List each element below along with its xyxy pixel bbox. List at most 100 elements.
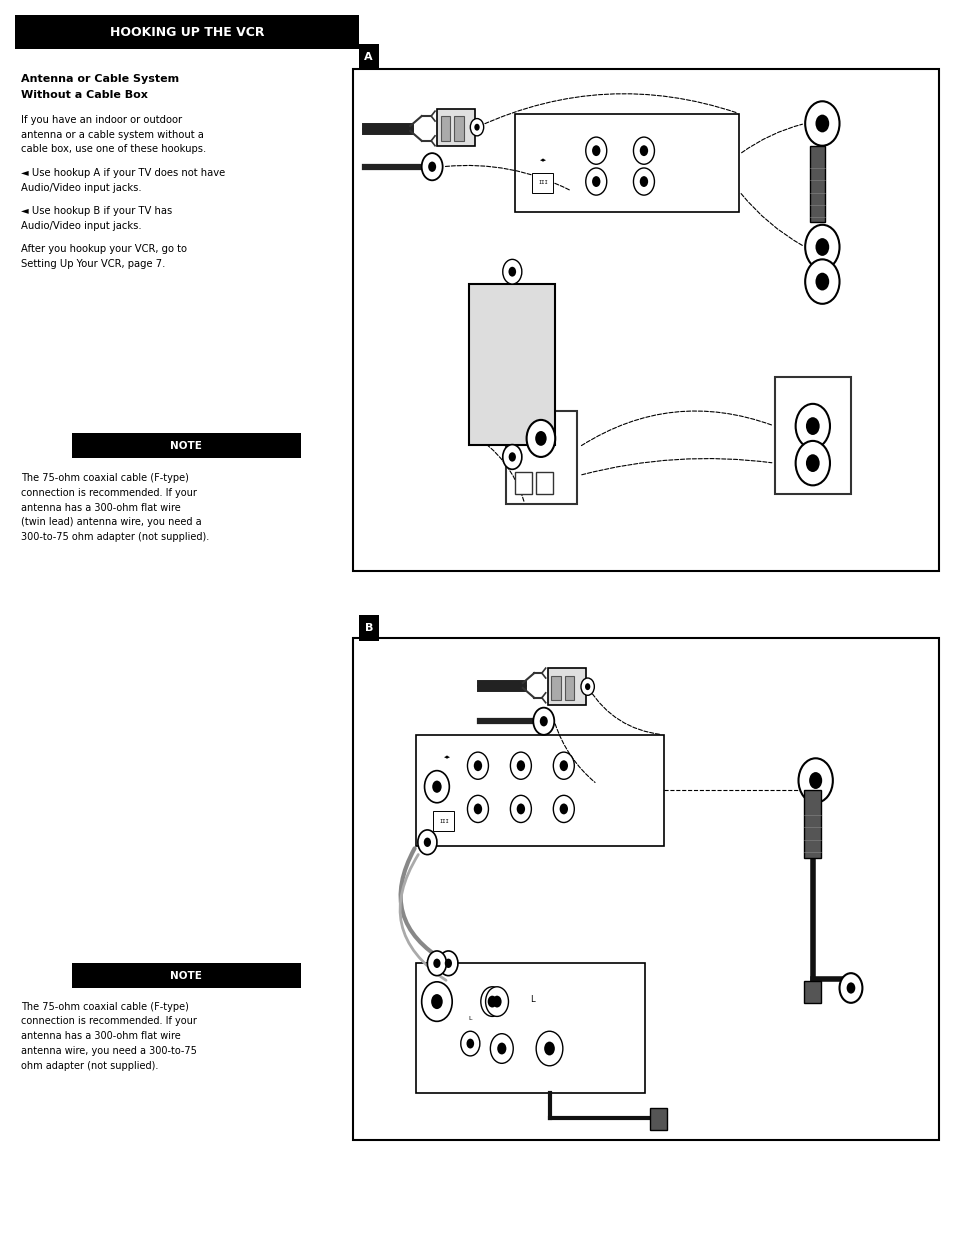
- Bar: [803, 981, 821, 1003]
- Bar: [505, 411, 577, 504]
- Circle shape: [845, 982, 855, 994]
- Text: The 75-ohm coaxial cable (F-type): The 75-ohm coaxial cable (F-type): [21, 473, 189, 483]
- Circle shape: [424, 771, 449, 803]
- Bar: [433, 811, 454, 831]
- Text: antenna has a 300-ohm flat wire: antenna has a 300-ohm flat wire: [21, 1031, 180, 1041]
- Bar: [515, 114, 739, 212]
- Circle shape: [470, 119, 483, 136]
- Bar: [564, 676, 574, 700]
- Text: antenna wire, you need a 300-to-75: antenna wire, you need a 300-to-75: [21, 1046, 196, 1056]
- Circle shape: [795, 441, 829, 485]
- Circle shape: [474, 761, 481, 771]
- Circle shape: [460, 1031, 479, 1056]
- Bar: [532, 173, 553, 193]
- Bar: [774, 377, 850, 494]
- Bar: [803, 790, 821, 858]
- Circle shape: [480, 987, 503, 1016]
- Text: Setting Up Your VCR, page 7.: Setting Up Your VCR, page 7.: [21, 259, 165, 269]
- Circle shape: [444, 958, 452, 968]
- Circle shape: [553, 752, 574, 779]
- Circle shape: [467, 752, 488, 779]
- Circle shape: [804, 225, 839, 269]
- Bar: [416, 963, 644, 1093]
- Bar: [454, 116, 463, 141]
- Circle shape: [543, 1041, 555, 1056]
- Text: cable box, use one of these hookups.: cable box, use one of these hookups.: [21, 144, 206, 154]
- Bar: [358, 615, 378, 641]
- Text: ◄ Use hookup B if your TV has: ◄ Use hookup B if your TV has: [21, 206, 172, 216]
- Circle shape: [559, 804, 567, 814]
- Text: antenna has a 300-ohm flat wire: antenna has a 300-ohm flat wire: [21, 503, 180, 513]
- Circle shape: [417, 830, 436, 855]
- Circle shape: [815, 273, 828, 290]
- Text: The 75-ohm coaxial cable (F-type): The 75-ohm coaxial cable (F-type): [21, 1002, 189, 1011]
- Text: (twin lead) antenna wire, you need a: (twin lead) antenna wire, you need a: [21, 517, 201, 527]
- Text: Audio/Video input jacks.: Audio/Video input jacks.: [21, 183, 141, 193]
- Text: connection is recommended. If your: connection is recommended. If your: [21, 1016, 196, 1026]
- Circle shape: [536, 1031, 562, 1066]
- Text: ◄ Use hookup A if your TV does not have: ◄ Use hookup A if your TV does not have: [21, 168, 225, 178]
- Circle shape: [485, 987, 508, 1016]
- Circle shape: [510, 795, 531, 823]
- Circle shape: [535, 431, 546, 446]
- Circle shape: [633, 137, 654, 164]
- Circle shape: [438, 951, 457, 976]
- Circle shape: [467, 795, 488, 823]
- Circle shape: [553, 795, 574, 823]
- Text: Antenna or Cable System: Antenna or Cable System: [21, 74, 179, 84]
- Circle shape: [421, 982, 452, 1021]
- Text: ◂▸: ◂▸: [539, 158, 547, 163]
- Circle shape: [815, 115, 828, 132]
- Circle shape: [510, 752, 531, 779]
- Circle shape: [526, 420, 555, 457]
- Circle shape: [592, 146, 599, 156]
- Bar: [536, 472, 553, 494]
- Circle shape: [474, 124, 479, 131]
- Circle shape: [805, 417, 819, 435]
- Circle shape: [421, 153, 442, 180]
- Circle shape: [428, 162, 436, 172]
- Text: If you have an indoor or outdoor: If you have an indoor or outdoor: [21, 115, 182, 125]
- Circle shape: [639, 177, 647, 186]
- Circle shape: [539, 716, 547, 726]
- Text: ohm adapter (not supplied).: ohm adapter (not supplied).: [21, 1061, 158, 1071]
- Text: After you hookup your VCR, go to: After you hookup your VCR, go to: [21, 245, 187, 254]
- Bar: [515, 472, 532, 494]
- Circle shape: [508, 452, 516, 462]
- Bar: [469, 284, 555, 445]
- Circle shape: [639, 146, 647, 156]
- Bar: [71, 963, 300, 988]
- Circle shape: [502, 259, 521, 284]
- Circle shape: [804, 101, 839, 146]
- Bar: [353, 69, 938, 571]
- Circle shape: [533, 708, 554, 735]
- Text: antenna or a cable system without a: antenna or a cable system without a: [21, 130, 204, 140]
- Circle shape: [497, 1042, 506, 1055]
- Circle shape: [585, 137, 606, 164]
- Bar: [416, 735, 663, 846]
- Circle shape: [432, 781, 441, 793]
- Circle shape: [592, 177, 599, 186]
- Text: NOTE: NOTE: [170, 441, 202, 451]
- Circle shape: [798, 758, 832, 803]
- Bar: [353, 638, 938, 1140]
- Bar: [551, 676, 560, 700]
- Bar: [649, 1108, 666, 1130]
- Circle shape: [580, 678, 594, 695]
- Text: Without a Cable Box: Without a Cable Box: [21, 90, 148, 100]
- Bar: [15, 15, 358, 49]
- Text: III: III: [439, 819, 449, 824]
- Text: ◂▸: ◂▸: [443, 755, 451, 760]
- Text: connection is recommended. If your: connection is recommended. If your: [21, 488, 196, 498]
- Bar: [547, 668, 585, 705]
- Circle shape: [490, 1034, 513, 1063]
- Circle shape: [466, 1039, 474, 1049]
- Circle shape: [808, 772, 821, 789]
- Bar: [358, 44, 378, 70]
- Circle shape: [517, 761, 524, 771]
- Text: A: A: [364, 52, 373, 63]
- Text: B: B: [364, 622, 373, 634]
- Circle shape: [633, 168, 654, 195]
- Bar: [809, 146, 824, 222]
- Circle shape: [502, 445, 521, 469]
